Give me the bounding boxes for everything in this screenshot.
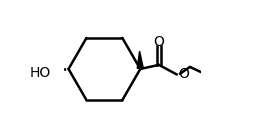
Text: O: O <box>153 35 164 49</box>
Text: HO: HO <box>30 66 51 80</box>
Text: O: O <box>178 67 189 81</box>
Polygon shape <box>137 51 143 68</box>
